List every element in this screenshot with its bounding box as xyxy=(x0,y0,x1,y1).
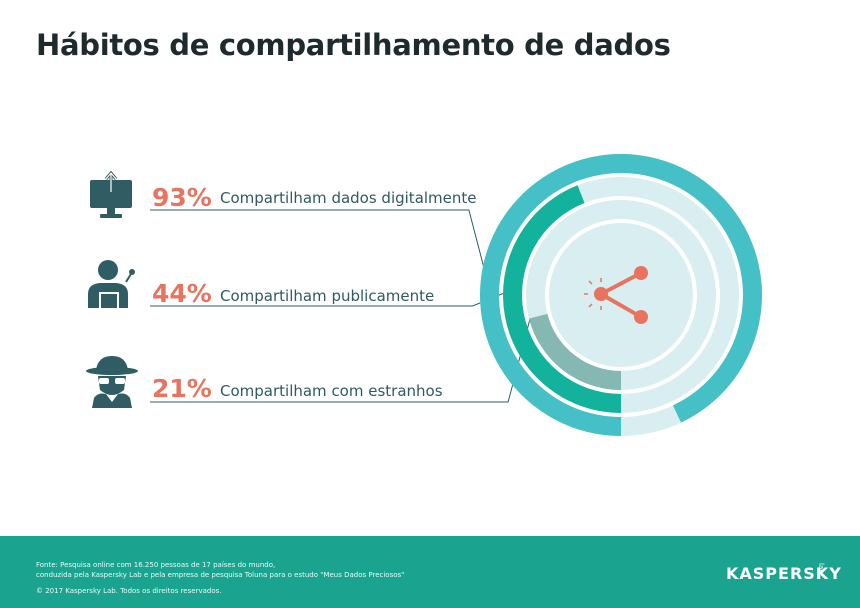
bar-arc-2 xyxy=(503,185,621,413)
leader-line xyxy=(150,209,510,364)
row-label: Compartilham dados digitalmente xyxy=(220,189,477,207)
row-percent: 93% xyxy=(152,183,212,212)
source-line: Fonte: Pesquisa online com 16.250 pessoa… xyxy=(36,561,276,569)
source-note: Fonte: Pesquisa online com 16.250 pessoa… xyxy=(36,560,404,580)
page-title: Hábitos de compartilhamento de dados xyxy=(36,28,671,62)
row-percent: 21% xyxy=(152,374,212,403)
leader-line xyxy=(150,289,513,307)
spy-icon xyxy=(86,356,138,408)
center-disc xyxy=(549,223,693,367)
row-label: Compartilham publicamente xyxy=(220,287,435,305)
share-icon xyxy=(584,266,648,324)
copyright: © 2017 Kaspersky Lab. Todos os direitos … xyxy=(36,587,222,595)
speaker-podium-icon xyxy=(88,260,135,308)
brand-suffix: lab xyxy=(817,563,825,574)
radial-chart xyxy=(150,153,763,437)
source-line: conduzida pela Kaspersky Lab e pela empr… xyxy=(36,571,405,579)
row-label: Compartilham com estranhos xyxy=(220,382,443,400)
brand-logo[interactable]: KASPERSKY xyxy=(726,564,842,583)
bar-arc-3 xyxy=(528,313,621,390)
footer-bar xyxy=(0,536,860,608)
row-percent: 44% xyxy=(152,279,212,308)
monitor-upload-icon xyxy=(90,170,132,218)
